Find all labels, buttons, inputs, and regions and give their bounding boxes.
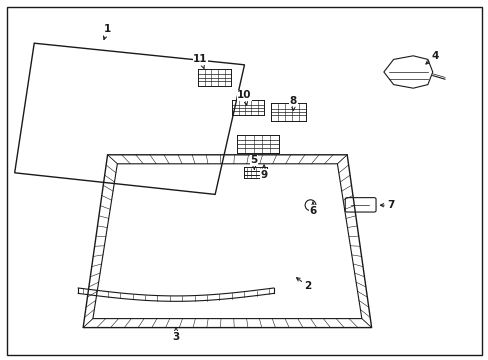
- Text: 11: 11: [193, 54, 207, 68]
- Text: 9: 9: [260, 165, 267, 180]
- Text: 5: 5: [250, 155, 257, 169]
- Text: 4: 4: [425, 51, 438, 64]
- Text: 8: 8: [289, 96, 296, 111]
- Text: 10: 10: [237, 90, 251, 105]
- Text: 1: 1: [103, 24, 111, 40]
- Text: 3: 3: [172, 328, 179, 342]
- Text: 6: 6: [309, 202, 316, 216]
- Text: 2: 2: [296, 278, 311, 291]
- Text: 7: 7: [380, 200, 394, 210]
